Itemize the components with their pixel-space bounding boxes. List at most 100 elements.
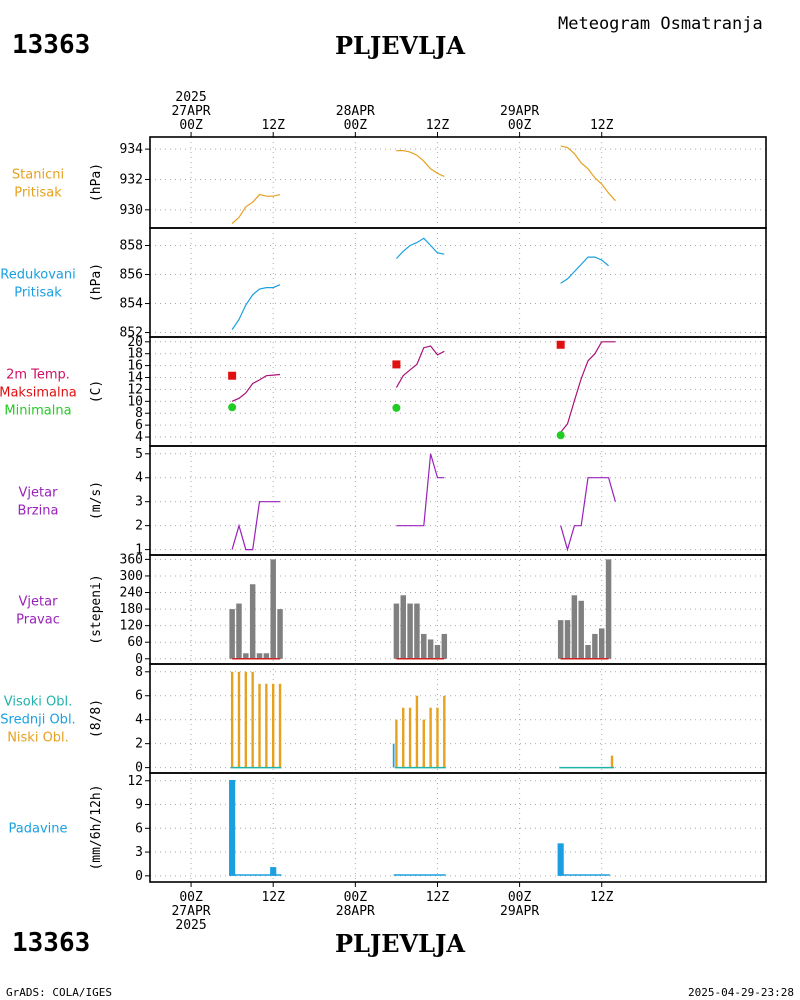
panel-label: Stanicni — [12, 168, 64, 183]
series-line — [560, 341, 616, 433]
product-title: Meteogram Osmatranja — [558, 14, 763, 34]
min-temp-marker — [392, 403, 401, 412]
bar — [598, 628, 605, 659]
series-line — [231, 501, 280, 551]
series-line — [231, 193, 281, 224]
y-tick-label: 934 — [120, 142, 144, 157]
panel-label: Srednji Obl. — [0, 713, 75, 728]
bar — [236, 603, 242, 659]
bar — [407, 603, 413, 659]
bar — [237, 671, 241, 768]
bar — [557, 620, 564, 659]
series-line — [396, 453, 445, 527]
panel-label: Vjetar — [19, 486, 59, 501]
y-tick-label: 4 — [135, 471, 143, 486]
footer-timestamp: 2025-04-29-23:28 — [688, 986, 794, 999]
panel-frame — [149, 663, 767, 774]
panel-label: Niski Obl. — [7, 731, 69, 746]
y-tick-label: 60 — [127, 635, 143, 650]
bar — [244, 671, 248, 768]
panel-frame — [149, 336, 767, 447]
bar — [429, 707, 432, 768]
panel-frame — [149, 554, 767, 665]
bar — [564, 620, 571, 659]
x-tick-label-top: 00Z — [179, 118, 203, 133]
panel-station-pressure: 930 932 934 (hPa) Stanicni Pritisak — [12, 136, 767, 229]
bar — [408, 707, 412, 768]
y-tick-label: 9 — [135, 798, 143, 813]
x-tick-label-bottom: 2025 — [175, 918, 206, 933]
panel-reduced-pressure: 852 854 856 858 (hPa) Redukovani Pritisak — [0, 227, 767, 341]
series-line — [395, 345, 445, 388]
y-tick-label: 1 — [135, 543, 143, 558]
x-tick-label-bottom: 27APR — [171, 904, 210, 919]
x-tick-label-bottom: 12Z — [261, 890, 285, 905]
y-tick-label: 2 — [135, 737, 143, 752]
series-line — [395, 237, 445, 260]
series-line — [560, 256, 609, 284]
bar — [436, 707, 439, 768]
bar — [263, 653, 270, 659]
axis-unit: (stepeni) — [89, 574, 104, 644]
min-temp-marker — [228, 403, 237, 412]
bar — [258, 683, 261, 768]
y-tick-label: 16 — [127, 359, 143, 374]
max-temp-marker — [228, 371, 237, 380]
panel-wind-speed: 1 2 3 4 5 (m/s) Vjetar Brzina — [18, 445, 767, 558]
axis-unit: (m/s) — [89, 481, 104, 520]
panel-frame — [149, 227, 767, 338]
max-temp-marker — [556, 340, 565, 349]
bar — [243, 653, 249, 659]
series-line — [396, 150, 445, 177]
bar — [605, 559, 612, 659]
x-tick-label-top: 12Z — [426, 118, 450, 133]
bar — [229, 609, 235, 659]
bar — [421, 633, 427, 659]
bar — [272, 683, 275, 768]
bar — [443, 695, 446, 768]
panel-label: Visoki Obl. — [4, 695, 72, 710]
bar — [251, 671, 254, 768]
y-tick-label: 8 — [135, 406, 143, 421]
x-tick-label-top: 2025 — [175, 90, 206, 105]
y-tick-label: 2 — [135, 519, 143, 534]
bar — [434, 644, 441, 659]
bar — [422, 719, 425, 768]
bar — [249, 584, 256, 659]
panel-label: Pritisak — [14, 186, 62, 201]
y-tick-label: 856 — [120, 268, 143, 283]
bar — [230, 671, 234, 768]
x-tick-label-bottom: 00Z — [344, 890, 368, 905]
panel-label: Pravac — [16, 613, 60, 628]
y-tick-label: 18 — [127, 347, 143, 362]
x-tick-label-top: 00Z — [344, 118, 368, 133]
station-name-bottom: PLJEVLJA — [334, 929, 466, 958]
y-tick-label: 10 — [127, 394, 143, 409]
y-tick-label: 0 — [135, 869, 143, 884]
station-id-top: 13363 — [12, 30, 91, 60]
series-line — [560, 145, 616, 202]
x-tick-label-top: 12Z — [590, 118, 614, 133]
y-tick-label: 0 — [135, 652, 143, 667]
bar — [557, 843, 564, 876]
axis-unit: (hPa) — [89, 263, 104, 302]
y-tick-label: 932 — [120, 172, 143, 187]
bar — [229, 779, 236, 876]
x-tick-label-bottom: 29APR — [500, 904, 539, 919]
bar — [270, 867, 277, 876]
x-tick-label-top: 12Z — [261, 118, 285, 133]
panel-frame — [149, 136, 767, 229]
bar — [256, 653, 263, 659]
y-tick-label: 6 — [135, 689, 143, 704]
panel-precipitation: 0 3 6 9 12 (mm/6h/12h) Padavine — [9, 772, 767, 884]
y-tick-label: 858 — [120, 239, 143, 254]
panel-label: Vjetar — [19, 595, 59, 610]
bar — [585, 644, 591, 659]
max-temp-marker — [392, 360, 401, 369]
bar — [265, 683, 268, 768]
x-tick-label-bottom: 12Z — [426, 890, 450, 905]
y-tick-label: 300 — [120, 569, 143, 584]
y-tick-label: 930 — [120, 203, 143, 218]
